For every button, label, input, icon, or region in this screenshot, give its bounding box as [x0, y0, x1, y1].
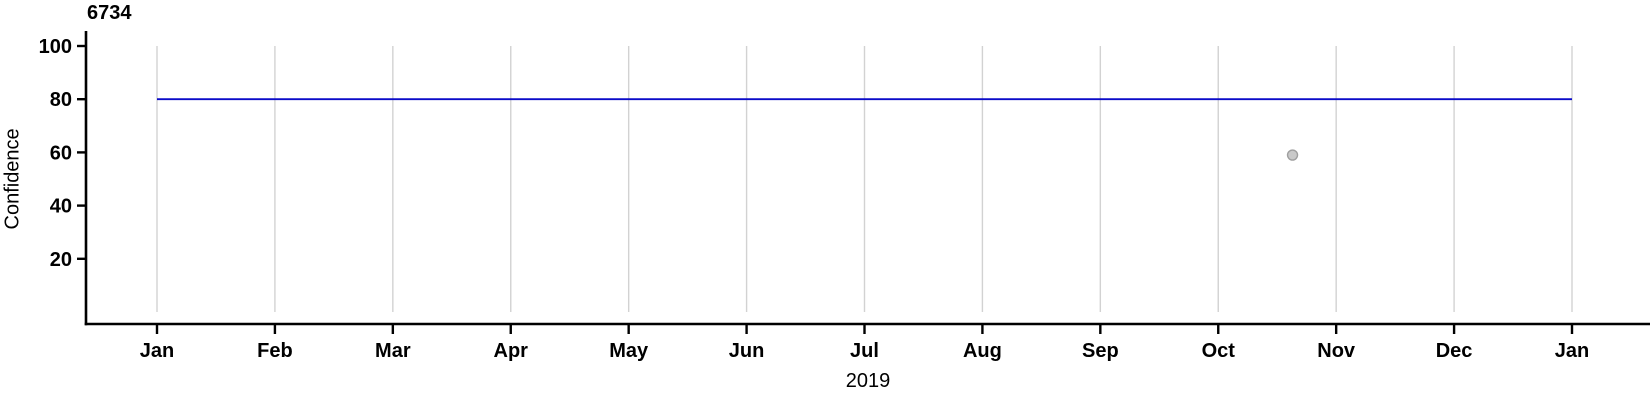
x-tick-label: Aug [963, 340, 1002, 362]
x-tick-label: Oct [1202, 340, 1236, 362]
x-axis-title: 2019 [845, 370, 891, 392]
x-tick-label: Jan [140, 340, 174, 362]
y-tick-label: 100 [39, 36, 72, 58]
y-tick-label: 60 [50, 142, 72, 164]
y-tick-label: 40 [50, 196, 72, 218]
x-tick-label: May [609, 340, 649, 362]
chart-title: 6734 [87, 2, 132, 24]
x-tick-label: Dec [1436, 340, 1473, 362]
x-tick-label: Jun [729, 340, 765, 362]
x-tick-label: Mar [375, 340, 411, 362]
x-tick-label: Apr [494, 340, 529, 362]
x-tick-label: Sep [1082, 340, 1119, 362]
x-tick-label: Jan [1555, 340, 1589, 362]
x-tick-label: Jul [850, 340, 879, 362]
x-tick-label: Nov [1317, 340, 1356, 362]
x-tick-label: Feb [257, 340, 293, 362]
data-point [1286, 149, 1299, 161]
y-tick-label: 20 [50, 249, 72, 271]
y-tick-label: 80 [50, 89, 72, 111]
